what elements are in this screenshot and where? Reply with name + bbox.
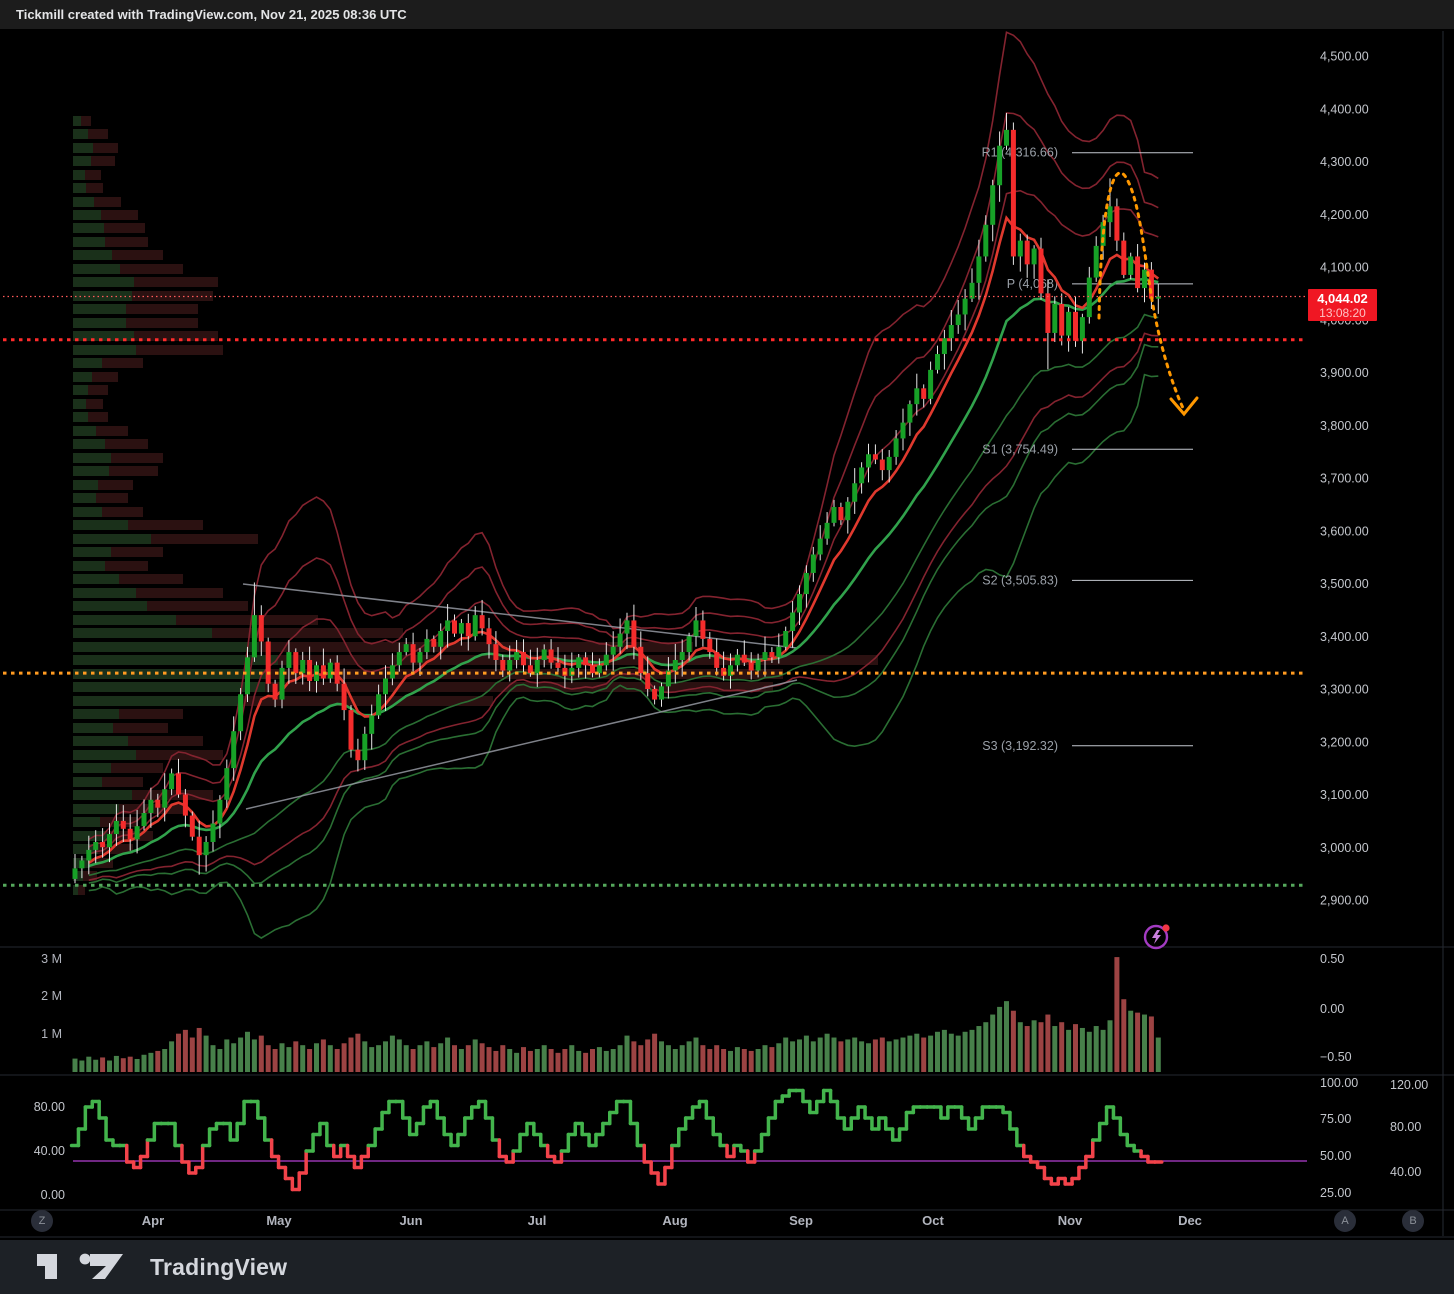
price-axis-label: 3,400.00 [1320, 630, 1369, 644]
price-axis-label: 3,700.00 [1320, 472, 1369, 486]
pane-separators [0, 31, 1454, 1238]
candles-layer [72, 112, 1161, 884]
price-scale-b-button[interactable]: B [1402, 1210, 1424, 1232]
oscillator-axis-b-label: 80.00 [1390, 1120, 1421, 1134]
minds-ring [1143, 924, 1169, 950]
notification-dot [1162, 924, 1170, 932]
projection-arrow [1097, 171, 1199, 417]
price-axis-label: 3,100.00 [1320, 788, 1369, 802]
price-axis-label: 2,900.00 [1320, 894, 1369, 908]
price-axis-label: 3,000.00 [1320, 841, 1369, 855]
month-label: Dec [1178, 1213, 1202, 1228]
price-axis-label: 3,200.00 [1320, 735, 1369, 749]
price-axis-label: 3,500.00 [1320, 577, 1369, 591]
price-axis-label: 3,900.00 [1320, 366, 1369, 380]
price-axis-label: 3,300.00 [1320, 683, 1369, 697]
current-price-value: 4,044.02 [1317, 290, 1368, 306]
timezone-button[interactable]: Z [31, 1210, 53, 1232]
pivot-label: S2 (3,505.83) [982, 573, 1058, 587]
oscillator-axis-a-label: 75.00 [1320, 1112, 1351, 1126]
price-axis-label: 3,800.00 [1320, 419, 1369, 433]
volume-right-axis-label: −0.50 [1320, 1050, 1352, 1064]
price-scale-a-button[interactable]: A [1334, 1210, 1356, 1232]
oscillator-layer [69, 1088, 1307, 1192]
oscillator-left-axis-label: 0.00 [41, 1188, 65, 1202]
oscillator-axis-b-label: 120.00 [1390, 1078, 1428, 1092]
bar-countdown-timer: 13:08:20 [1319, 305, 1366, 320]
volume-right-axis-label: 0.00 [1320, 1002, 1344, 1016]
price-axis-label: 4,400.00 [1320, 102, 1369, 116]
oscillator-axis-a-label: 50.00 [1320, 1149, 1351, 1163]
oscillator-axis-a-label: 25.00 [1320, 1186, 1351, 1200]
current-price-badge: 4,044.02 13:08:20 [1308, 289, 1377, 321]
month-label: Jun [399, 1213, 422, 1228]
volume-axis-label: 2 M [41, 989, 62, 1003]
volume-profile-layer [73, 116, 878, 895]
month-label: Oct [922, 1213, 944, 1228]
month-label: Aug [662, 1213, 687, 1228]
moving-averages-layer [88, 215, 1160, 868]
price-axis-label: 4,300.00 [1320, 155, 1369, 169]
pivot-label: S1 (3,754.49) [982, 442, 1058, 456]
oscillator-axis-a-label: 100.00 [1320, 1076, 1358, 1090]
tradingview-logo[interactable] [36, 1252, 128, 1282]
month-label: Jul [528, 1213, 547, 1228]
attribution-text: Tickmill created with TradingView.com, N… [16, 7, 407, 22]
bands-layer [88, 31, 1159, 939]
footer-brand-bar: TradingView [0, 1240, 1454, 1294]
price-pane: R1 (4,316.66) P (4,068) S1 (3,754.49) S2 (3… [3, 31, 1307, 939]
price-axis-label: 4,500.00 [1320, 50, 1369, 64]
pivot-label: R1 (4,316.66) [982, 146, 1058, 160]
month-label: Nov [1058, 1213, 1083, 1228]
month-label: Apr [142, 1213, 164, 1228]
price-axis-label: 4,100.00 [1320, 261, 1369, 275]
volume-bars-layer [72, 957, 1161, 1072]
lightning-bolt [1152, 930, 1161, 944]
pivot-label: P (4,068) [1007, 277, 1058, 291]
month-label: Sep [789, 1213, 813, 1228]
volume-right-axis-label: 0.50 [1320, 952, 1344, 966]
chart-attribution-bar: Tickmill created with TradingView.com, N… [0, 0, 1454, 29]
volume-axis-label: 3 M [41, 952, 62, 966]
tradingview-wordmark[interactable]: TradingView [150, 1253, 288, 1280]
axis-labels-layer: 4,500.00 4,400.00 4,300.00 4,200.00 4,100.00… [34, 50, 1429, 1229]
price-axis-label: 4,200.00 [1320, 208, 1369, 222]
lightning-minds-icon[interactable] [1142, 922, 1172, 952]
month-label: May [266, 1213, 292, 1228]
oscillator-left-axis-label: 40.00 [34, 1144, 65, 1158]
price-axis-label: 3,600.00 [1320, 524, 1369, 538]
oscillator-axis-b-label: 40.00 [1390, 1165, 1421, 1179]
pivot-label: S3 (3,192.32) [982, 739, 1058, 753]
volume-axis-label: 1 M [41, 1027, 62, 1041]
levels-layer [3, 295, 1307, 887]
oscillator-left-axis-label: 80.00 [34, 1100, 65, 1114]
